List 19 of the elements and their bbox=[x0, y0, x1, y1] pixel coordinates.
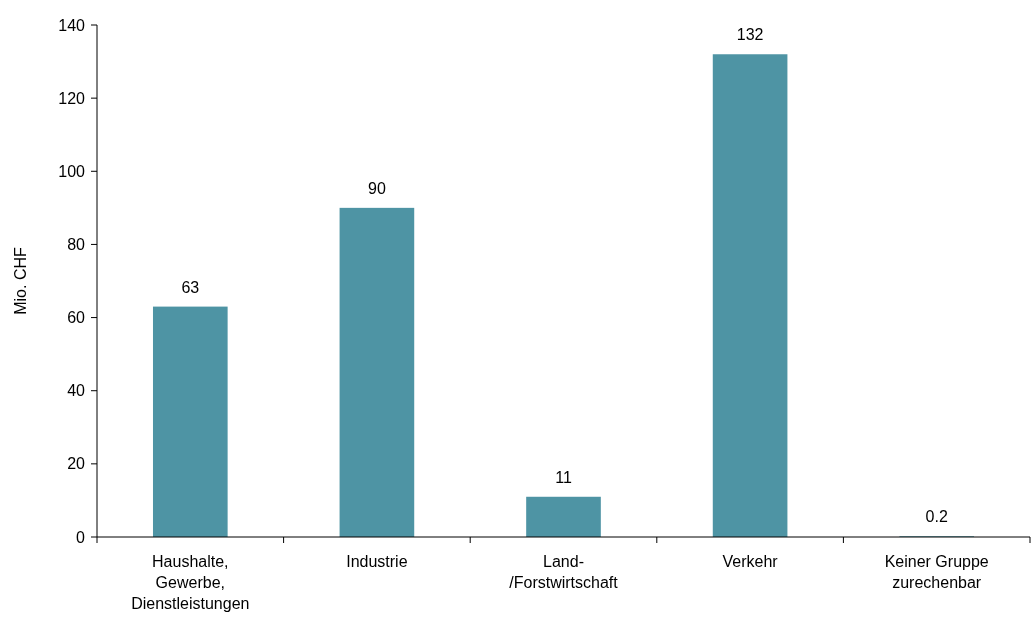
y-tick-label: 0 bbox=[76, 528, 86, 546]
y-tick-label: 80 bbox=[67, 236, 86, 254]
x-tick-label: Land- /Forstwirtschaft bbox=[509, 553, 619, 591]
data-label: 11 bbox=[555, 468, 572, 486]
x-tick-label: Keiner Gruppe zurechenbar bbox=[884, 553, 989, 591]
y-tick-label: 120 bbox=[58, 89, 86, 107]
x-tick-label: Haushalte, Gewerbe, Dienstleistungen bbox=[131, 553, 250, 612]
x-tick-label: Industrie bbox=[346, 553, 408, 570]
y-tick-label: 20 bbox=[67, 455, 86, 473]
data-label: 63 bbox=[181, 278, 200, 296]
y-axis-title: Mio. CHF bbox=[12, 247, 29, 315]
data-label: 90 bbox=[368, 179, 386, 197]
y-tick-label: 40 bbox=[67, 382, 86, 400]
y-tick-label: 60 bbox=[67, 309, 86, 327]
x-tick-label: Verkehr bbox=[722, 553, 779, 570]
data-label: 132 bbox=[736, 26, 764, 44]
y-tick-label: 100 bbox=[58, 162, 86, 180]
y-tick-label: 140 bbox=[58, 16, 86, 34]
data-label: 0.2 bbox=[925, 508, 948, 526]
